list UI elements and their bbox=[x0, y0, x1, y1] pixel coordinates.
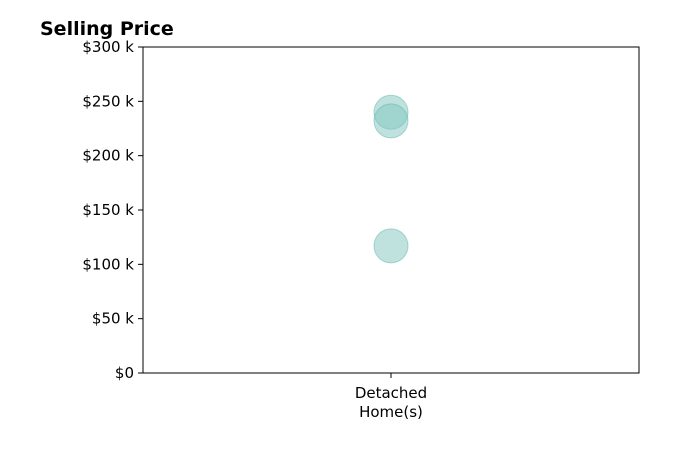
y-tick-label: $250 k bbox=[82, 92, 134, 110]
y-tick-label: $200 k bbox=[82, 147, 134, 165]
y-tick-label: $50 k bbox=[92, 310, 134, 328]
y-tick-label: $150 k bbox=[82, 201, 134, 219]
data-point bbox=[373, 228, 409, 264]
x-axis: Detached Home(s) bbox=[355, 373, 427, 421]
y-tick-label: $0 bbox=[115, 364, 134, 382]
data-point bbox=[373, 103, 409, 139]
chart-title: Selling Price bbox=[40, 18, 174, 40]
y-axis: $0 $50 k $100 k $150 k $200 k $250 k $300 k bbox=[82, 38, 143, 382]
data-points bbox=[373, 94, 409, 264]
x-tick-label: Detached Home(s) bbox=[355, 384, 427, 421]
y-tick-label: $300 k bbox=[82, 38, 134, 56]
y-tick-label: $100 k bbox=[82, 255, 134, 273]
